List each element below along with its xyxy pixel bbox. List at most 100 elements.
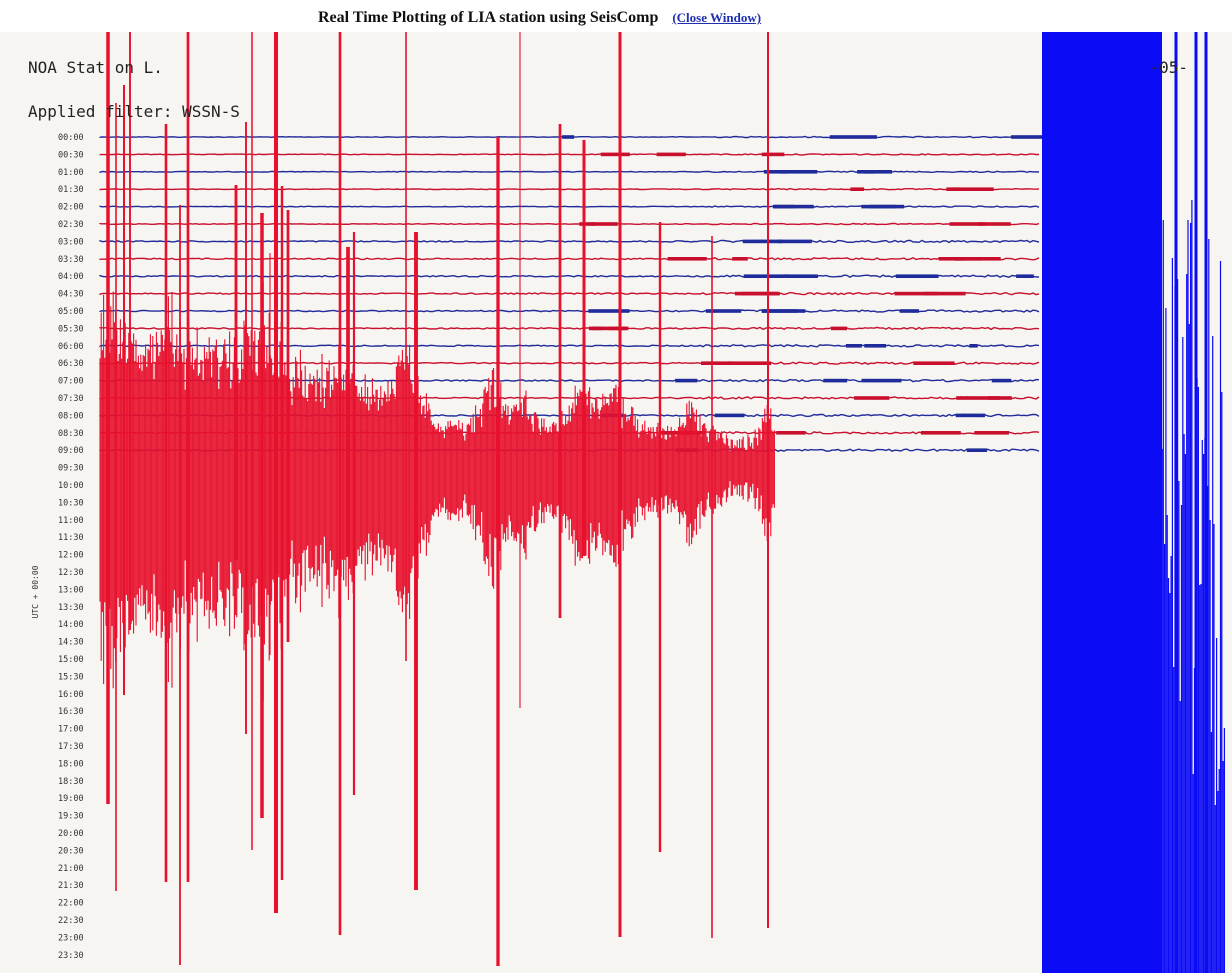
trace-row	[99, 274, 1040, 279]
trace-burst	[761, 152, 785, 157]
blue-trace-tail	[1161, 200, 1225, 973]
time-tick-label: 01:00	[58, 168, 84, 178]
close-window-link[interactable]: (Close Window)	[672, 10, 762, 25]
time-tick-label: 08:30	[58, 429, 84, 439]
time-tick-label: 13:30	[58, 603, 84, 613]
time-tick-label: 22:30	[58, 916, 84, 926]
trace-burst	[861, 378, 902, 383]
time-tick-label: 05:30	[58, 324, 84, 334]
station-label: NOA Stat on L.	[28, 58, 163, 77]
time-tick-label: 09:30	[58, 464, 84, 474]
trace-burst	[845, 344, 862, 348]
date-fragment-label: -05-	[1149, 58, 1188, 77]
time-tick-label: 00:30	[58, 150, 84, 160]
time-tick-label: 09:00	[58, 446, 84, 456]
trace-row	[99, 257, 1040, 261]
trace-burst	[977, 222, 1011, 226]
time-tick-label: 06:00	[58, 342, 84, 352]
time-tick-label: 12:30	[58, 568, 84, 578]
trace-burst	[991, 378, 1012, 383]
trace-row	[99, 344, 1040, 348]
time-tick-label: 03:30	[58, 255, 84, 265]
trace-row	[99, 153, 1039, 156]
time-tick-label: 23:30	[58, 951, 84, 961]
filter-label: Applied filter: WSSN-S	[28, 102, 240, 121]
time-tick-label: 13:00	[58, 585, 84, 595]
trace-burst	[987, 396, 1012, 400]
time-tick-label: 06:30	[58, 359, 84, 369]
time-tick-label: 17:30	[58, 742, 84, 752]
trace-burst	[600, 152, 630, 157]
time-tick-label: 21:30	[58, 881, 84, 891]
trace-row	[99, 239, 1040, 244]
trace-burst	[854, 396, 890, 400]
trace-burst	[956, 396, 1000, 400]
trace-burst	[591, 326, 629, 331]
time-tick-label: 11:30	[58, 533, 84, 543]
trace-row	[99, 187, 1040, 191]
trace-burst	[830, 326, 848, 331]
time-tick-label: 19:30	[58, 812, 84, 822]
time-tick-label: 16:00	[58, 690, 84, 700]
trace-burst	[742, 239, 783, 244]
helicorder-svg: 00:00 00:30 01:00 01:30 02:00 02:30 03:00 03:30…	[31, 32, 1225, 973]
trace-burst	[923, 291, 966, 296]
trace-burst	[667, 257, 707, 261]
time-tick-label: 22:00	[58, 899, 84, 909]
time-tick-label: 23:00	[58, 933, 84, 943]
trace-burst	[776, 431, 806, 435]
trace-burst	[656, 152, 686, 157]
time-tick-label: 00:00	[58, 133, 84, 143]
time-tick-label: 05:00	[58, 307, 84, 317]
trace-row	[99, 361, 1040, 365]
trace-burst	[938, 257, 967, 261]
trace-burst	[777, 239, 812, 244]
page-title: Real Time Plotting of LIA station using …	[318, 9, 761, 27]
trace-burst	[1016, 274, 1034, 278]
trace-burst	[705, 309, 742, 313]
trace-row	[99, 309, 1040, 313]
time-tick-label: 14:30	[58, 638, 84, 648]
trace-burst	[701, 361, 733, 365]
trace-burst	[714, 413, 745, 418]
trace-burst	[727, 361, 772, 365]
trace-burst	[588, 309, 630, 313]
time-tick-label: 20:30	[58, 846, 84, 856]
title-bar: Real Time Plotting of LIA station using …	[0, 0, 1232, 32]
trace-row	[99, 291, 1040, 296]
time-tick-label: 08:00	[58, 411, 84, 421]
time-tick-label: 18:00	[58, 759, 84, 769]
time-tick-label: 10:00	[58, 481, 84, 491]
trace-burst	[869, 204, 905, 209]
trace-burst	[955, 413, 985, 418]
time-tick-label: 19:00	[58, 794, 84, 804]
trace-burst	[829, 135, 877, 139]
helicorder-plot: 00:00 00:30 01:00 01:30 02:00 02:30 03:00 03:30…	[0, 32, 1232, 973]
trace-burst	[894, 291, 938, 296]
time-tick-label: 04:30	[58, 290, 84, 300]
trace-burst	[899, 309, 919, 313]
trace-row	[99, 222, 1040, 226]
trace-burst	[864, 344, 887, 348]
trace-burst	[591, 222, 618, 226]
trace-burst	[780, 170, 818, 174]
trace-burst	[734, 291, 778, 296]
time-tick-label: 14:00	[58, 620, 84, 630]
trace-burst	[850, 187, 864, 191]
time-tick-label: 18:30	[58, 777, 84, 787]
time-tick-label: 21:00	[58, 864, 84, 874]
trace-burst	[732, 257, 748, 261]
trace-burst	[579, 222, 595, 226]
time-tick-label: 07:00	[58, 377, 84, 387]
trace-burst	[954, 257, 983, 261]
trace-row	[99, 170, 1040, 174]
time-tick-label: 17:00	[58, 725, 84, 735]
trace-burst	[772, 204, 814, 209]
trace-burst	[969, 344, 978, 348]
time-tick-label: 01:30	[58, 185, 84, 195]
time-tick-label: 12:00	[58, 551, 84, 561]
time-tick-label: 15:30	[58, 672, 84, 682]
trace-burst	[913, 361, 955, 365]
trace-burst	[823, 378, 848, 383]
time-tick-label: 20:00	[58, 829, 84, 839]
